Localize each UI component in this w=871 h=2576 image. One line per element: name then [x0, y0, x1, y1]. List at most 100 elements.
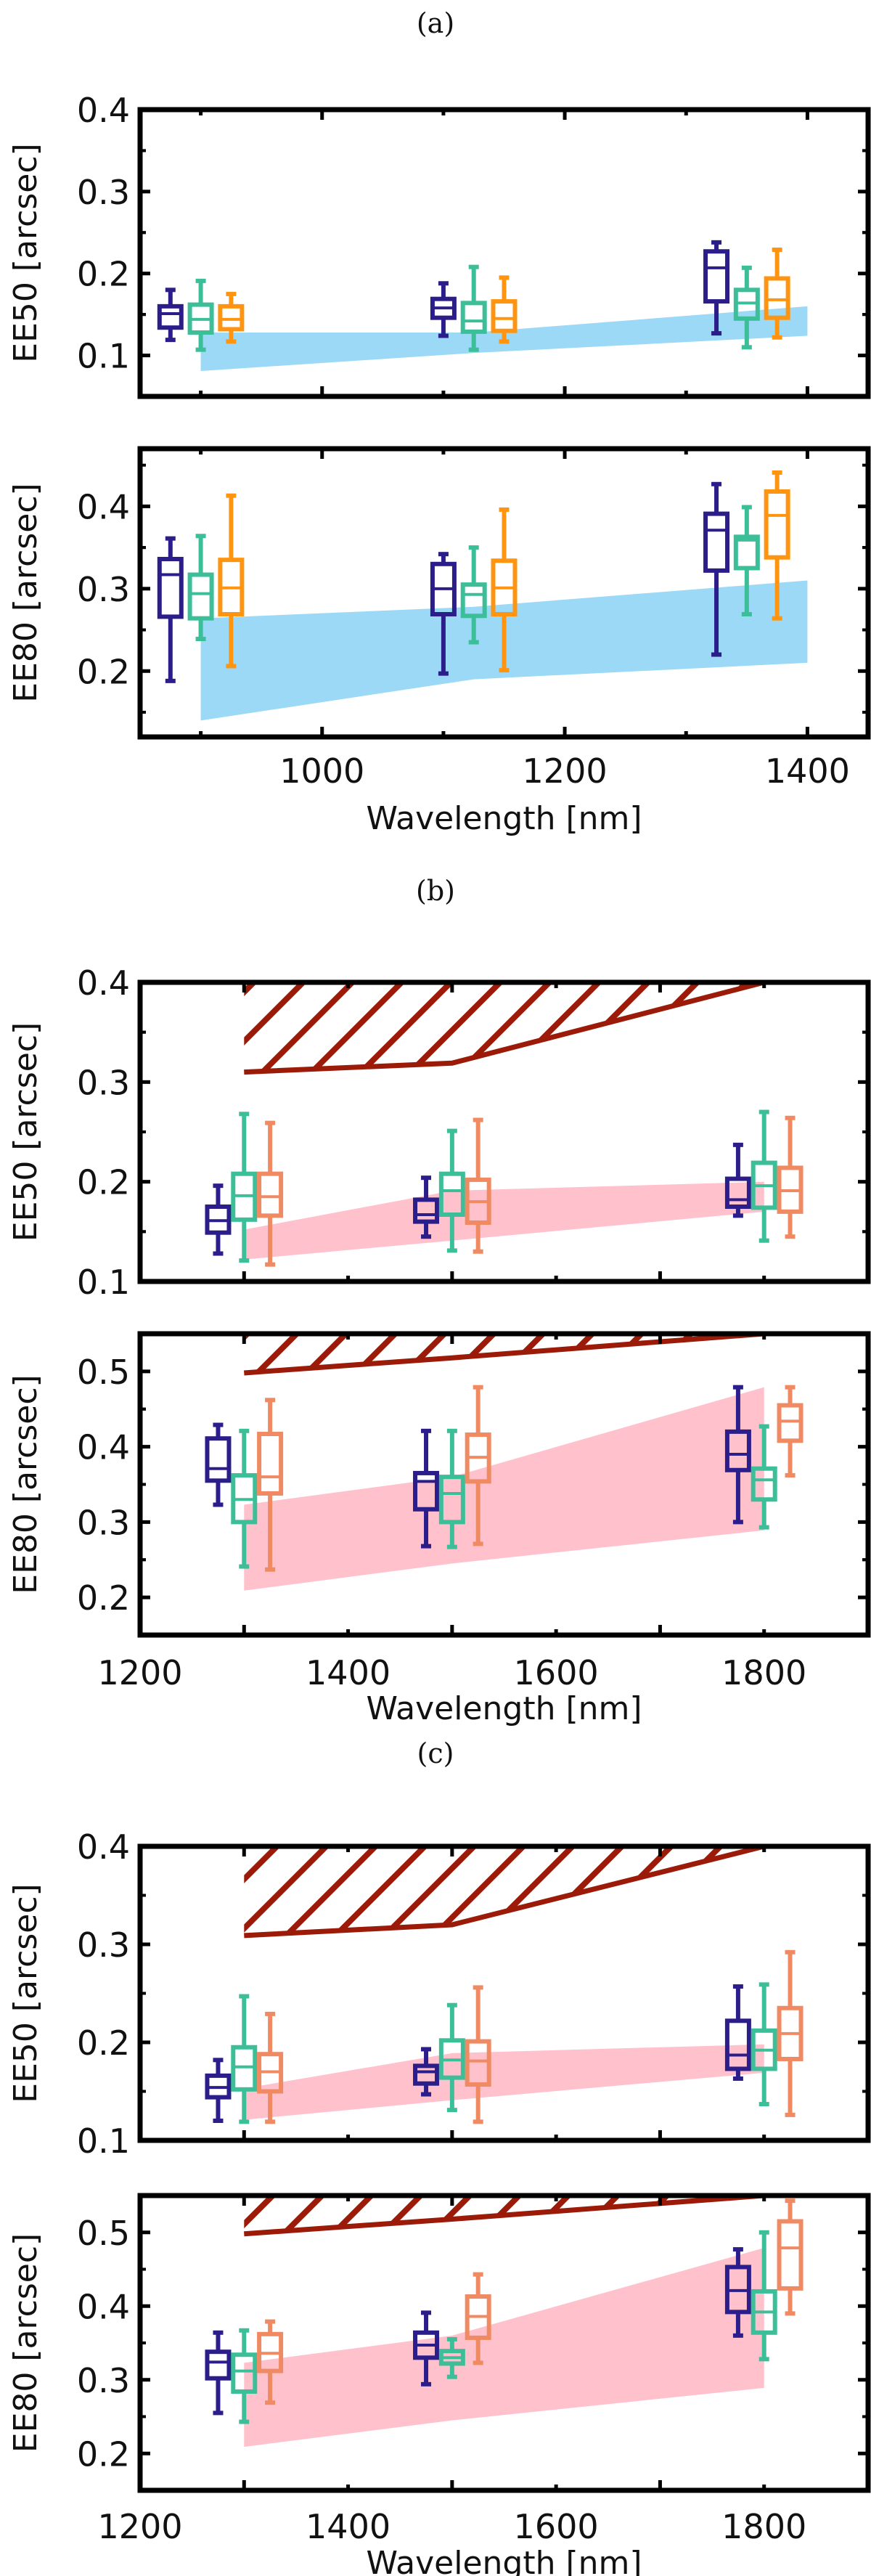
box-iqr [751, 1466, 777, 1502]
panel-label: (a) [417, 7, 454, 39]
box-iqr [218, 303, 245, 332]
box-iqr [231, 2352, 258, 2394]
box-plot [157, 288, 184, 343]
box-plot [777, 1115, 803, 1239]
box-plot [218, 493, 245, 669]
box-plot [413, 1428, 440, 1549]
box-iqr [438, 1475, 465, 1525]
plot-area [157, 240, 808, 372]
box-plot [465, 1985, 491, 2124]
x-tick-label: 1800 [721, 1653, 806, 1692]
y-tick-label: 0.3 [77, 173, 130, 212]
box-plot [777, 2198, 803, 2316]
box-plot [187, 534, 214, 642]
y-tick-label: 0.2 [77, 652, 130, 691]
panel-5: (c) 0.1 0.2 0.3 0.4 EE50 [arcsec] [7, 1737, 871, 2161]
y-tick-label: 0.4 [77, 963, 130, 1003]
box-plot [187, 278, 214, 352]
box-plot [205, 1183, 232, 1256]
box-plot [231, 1994, 258, 2124]
box-plot [413, 2047, 440, 2097]
box-plot [438, 2002, 465, 2113]
y-tick-label: 0.3 [77, 2361, 130, 2400]
box-plot [205, 2058, 232, 2123]
box-iqr [724, 2018, 751, 2071]
box-iqr [491, 299, 518, 333]
x-tick-label: 1200 [97, 1653, 182, 1692]
y-tick-label: 0.3 [77, 1503, 130, 1542]
box-iqr [413, 1470, 440, 1512]
y-tick-label: 0.1 [77, 1263, 130, 1302]
box-plot [438, 1428, 465, 1549]
box-plot [231, 1112, 258, 1263]
box-plot [205, 1422, 232, 1507]
y-tick-label: 0.4 [77, 1428, 130, 1467]
box-iqr [764, 276, 790, 320]
x-axis-label: Wavelength [nm] [366, 800, 642, 837]
box-plot [751, 1109, 777, 1243]
box-plot [465, 2272, 491, 2365]
y-tick-label: 0.4 [77, 1827, 130, 1867]
y-axis-label: EE80 [arcsec] [7, 1374, 44, 1594]
x-axis-label: Wavelength [nm] [366, 2545, 642, 2576]
box-plot [460, 545, 487, 645]
box-plot [205, 2330, 232, 2416]
plot-area [205, 982, 803, 1267]
box-plot [413, 1175, 440, 1239]
panel-1: (a) 0.1 0.2 0.3 0.4 EE50 [arcsec] [7, 7, 871, 399]
box-plot [703, 240, 730, 336]
box-iqr [257, 1431, 284, 1496]
box-plot [724, 1385, 751, 1525]
x-tick-label: 1000 [279, 751, 364, 791]
x-tick-label: 1400 [765, 751, 850, 791]
shaded-band [244, 2044, 764, 2120]
axes-frame [137, 446, 871, 740]
plot-area [157, 470, 808, 721]
y-axis-label: EE80 [arcsec] [7, 2233, 44, 2453]
panel-label: (b) [416, 875, 455, 907]
box-iqr [724, 1429, 751, 1472]
x-tick-label: 1400 [306, 2507, 390, 2546]
y-tick-label: 0.5 [77, 2214, 130, 2253]
box-iqr [157, 556, 184, 619]
box-iqr [460, 582, 487, 619]
box-plot [430, 552, 457, 676]
box-iqr [724, 1176, 751, 1209]
box-iqr [413, 2063, 440, 2086]
y-tick-label: 0.1 [77, 337, 130, 376]
y-tick-label: 0.1 [77, 2121, 130, 2161]
box-iqr [231, 2045, 258, 2092]
box-iqr [777, 1403, 803, 1443]
box-plot [438, 2336, 465, 2379]
box-iqr [257, 1171, 284, 1218]
box-iqr [187, 572, 214, 621]
x-tick-label: 1600 [514, 1653, 599, 1692]
box-plot [257, 1398, 284, 1572]
box-plot [257, 2011, 284, 2124]
x-tick-label: 1800 [721, 2507, 806, 2546]
box-plot [724, 1984, 751, 2081]
x-tick-label: 1600 [514, 2507, 599, 2546]
plot-area [205, 1846, 803, 2124]
plot-area [205, 1334, 803, 1591]
box-plot [751, 1424, 777, 1530]
box-plot [733, 265, 760, 350]
shaded-band [244, 1387, 764, 1591]
y-axis-label: EE80 [arcsec] [7, 483, 44, 702]
axes-frame [137, 107, 871, 399]
box-plot [465, 1117, 491, 1254]
box-plot [751, 2230, 777, 2362]
y-tick-label: 0.4 [77, 487, 130, 526]
y-tick-label: 0.2 [77, 2023, 130, 2063]
box-iqr [438, 1171, 465, 1217]
box-plot [438, 1128, 465, 1253]
box-plot [430, 281, 457, 338]
box-plot [257, 2319, 284, 2405]
box-plot [460, 264, 487, 352]
box-iqr [205, 1436, 232, 1483]
x-axis-label: Wavelength [nm] [366, 1690, 642, 1727]
y-axis-label: EE50 [arcsec] [7, 1022, 44, 1242]
y-tick-label: 0.2 [77, 255, 130, 294]
box-iqr [413, 1197, 440, 1224]
